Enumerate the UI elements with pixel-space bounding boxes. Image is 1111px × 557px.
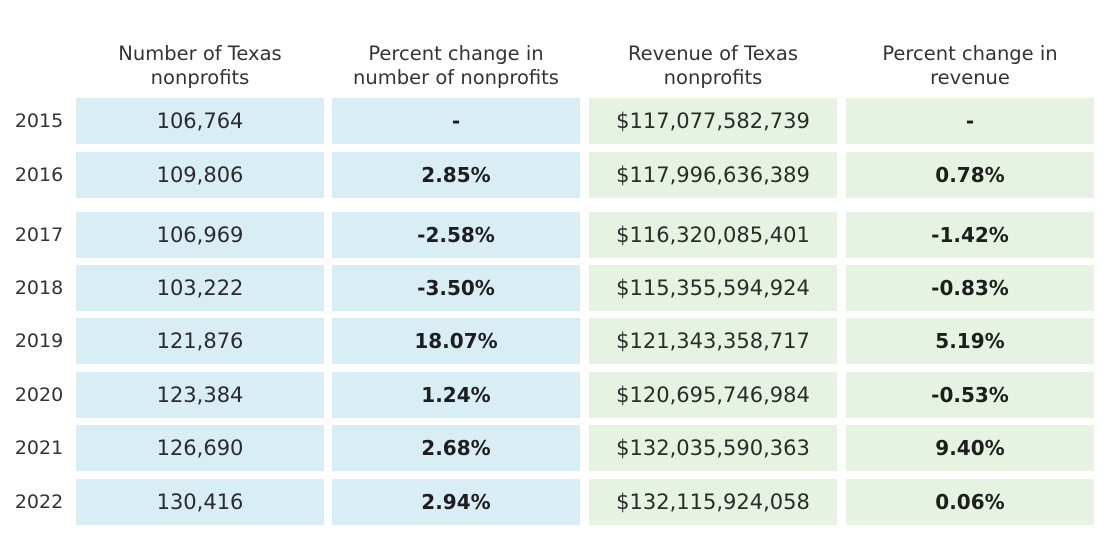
cell-revenue-change: 0.78% [846, 152, 1094, 198]
cell-revenue-change: -1.42% [846, 212, 1094, 258]
row-year-label: 2021 [14, 437, 64, 459]
cell-nonprofit-count: 130,416 [76, 479, 324, 525]
cell-nonprofit-count: 106,764 [76, 98, 324, 144]
cell-revenue: $121,343,358,717 [589, 318, 837, 364]
header-revenue: Revenue of Texas nonprofits [627, 42, 798, 89]
cell-revenue: $132,115,924,058 [589, 479, 837, 525]
row-year-label: 2016 [14, 164, 64, 186]
header-percent-change-revenue: Percent change in revenue [882, 42, 1058, 89]
cell-count-change: 2.68% [332, 425, 580, 471]
cell-revenue: $132,035,590,363 [589, 425, 837, 471]
cell-nonprofit-count: 103,222 [76, 265, 324, 311]
cell-count-change: 1.24% [332, 372, 580, 418]
cell-revenue-change: - [846, 98, 1094, 144]
cell-nonprofit-count: 109,806 [76, 152, 324, 198]
cell-revenue-change: -0.53% [846, 372, 1094, 418]
header-number-of-nonprofits: Number of Texas nonprofits [118, 42, 282, 89]
cell-revenue: $117,077,582,739 [589, 98, 837, 144]
cell-nonprofit-count: 106,969 [76, 212, 324, 258]
cell-count-change: 2.94% [332, 479, 580, 525]
cell-revenue-change: 0.06% [846, 479, 1094, 525]
row-year-label: 2017 [14, 224, 64, 246]
row-year-label: 2018 [14, 277, 64, 299]
cell-revenue-change: -0.83% [846, 265, 1094, 311]
row-year-label: 2022 [14, 491, 64, 513]
cell-revenue: $115,355,594,924 [589, 265, 837, 311]
cell-count-change: - [332, 98, 580, 144]
cell-revenue: $117,996,636,389 [589, 152, 837, 198]
cell-revenue-change: 9.40% [846, 425, 1094, 471]
header-percent-change-number: Percent change in number of nonprofits [353, 42, 559, 89]
cell-count-change: -3.50% [332, 265, 580, 311]
cell-count-change: 2.85% [332, 152, 580, 198]
cell-revenue: $116,320,085,401 [589, 212, 837, 258]
row-year-label: 2020 [14, 384, 64, 406]
cell-count-change: -2.58% [332, 212, 580, 258]
cell-count-change: 18.07% [332, 318, 580, 364]
cell-revenue: $120,695,746,984 [589, 372, 837, 418]
cell-revenue-change: 5.19% [846, 318, 1094, 364]
row-year-label: 2019 [14, 330, 64, 352]
cell-nonprofit-count: 123,384 [76, 372, 324, 418]
cell-nonprofit-count: 126,690 [76, 425, 324, 471]
cell-nonprofit-count: 121,876 [76, 318, 324, 364]
row-year-label: 2015 [14, 110, 64, 132]
